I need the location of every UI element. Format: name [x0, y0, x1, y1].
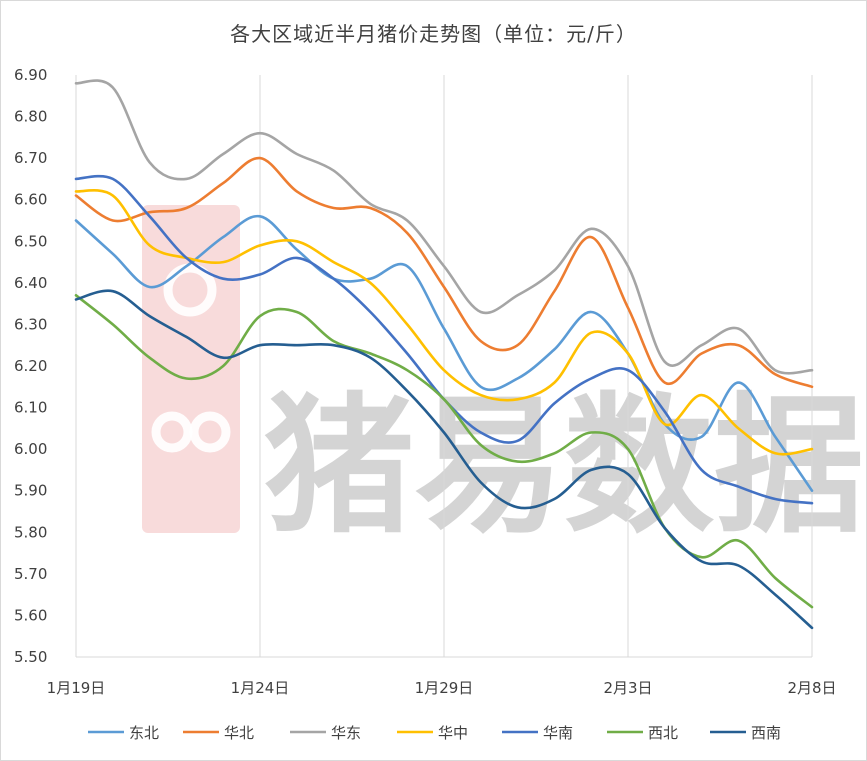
y-tick-label: 5.80	[14, 523, 47, 541]
y-tick-label: 6.80	[14, 108, 47, 126]
legend: 东北 华北 华东 华中 华南 西北 西南	[88, 724, 781, 742]
y-tick-label: 6.30	[14, 315, 47, 333]
y-tick-label: 6.10	[14, 399, 47, 417]
y-tick-label: 5.50	[14, 648, 47, 666]
series-line-0	[74, 214, 814, 492]
grid-lines	[75, 75, 813, 658]
y-tick-label: 6.40	[14, 274, 47, 292]
legend-label: 华中	[438, 724, 468, 742]
series-lines	[74, 79, 814, 630]
legend-label: 华南	[543, 724, 573, 742]
watermark-logo	[142, 205, 240, 533]
watermark: 猪易数据	[142, 205, 864, 554]
watermark-logo-ring	[189, 411, 231, 453]
watermark-logo-ring	[151, 411, 193, 453]
chart-title: 各大区域近半月猪价走势图（单位：元/斤）	[230, 22, 637, 46]
y-tick-label: 6.60	[14, 191, 47, 209]
y-tick-label: 6.90	[14, 66, 47, 84]
series-line-2	[74, 79, 814, 375]
x-axis-ticks: 1月19日 1月24日 1月29日 2月3日 2月8日	[47, 679, 837, 697]
x-tick-label: 2月3日	[603, 679, 652, 697]
legend-label: 西北	[648, 724, 678, 742]
legend-label: 西南	[751, 724, 781, 742]
y-axis-ticks: 5.50 5.60 5.70 5.80 5.90 6.00 6.10 6.20 6.30 6.40…	[14, 66, 47, 666]
legend-label: 华北	[224, 724, 254, 742]
legend-label: 东北	[129, 724, 159, 742]
watermark-text: 猪易数据	[264, 380, 864, 554]
y-tick-label: 6.00	[14, 440, 47, 458]
y-tick-label: 5.60	[14, 606, 47, 624]
series-line-3	[74, 189, 814, 456]
y-tick-label: 5.70	[14, 565, 47, 583]
series-line-1	[74, 156, 814, 389]
y-tick-label: 6.50	[14, 232, 47, 250]
y-tick-label: 6.70	[14, 149, 47, 167]
y-tick-label: 5.90	[14, 482, 47, 500]
series-line-6	[74, 289, 814, 630]
watermark-logo-ring	[163, 263, 217, 317]
x-tick-label: 1月29日	[415, 679, 474, 697]
legend-label: 华东	[331, 724, 361, 742]
x-tick-label: 2月8日	[787, 679, 836, 697]
x-tick-label: 1月19日	[47, 679, 106, 697]
x-tick-label: 1月24日	[231, 679, 290, 697]
y-tick-label: 6.20	[14, 357, 47, 375]
